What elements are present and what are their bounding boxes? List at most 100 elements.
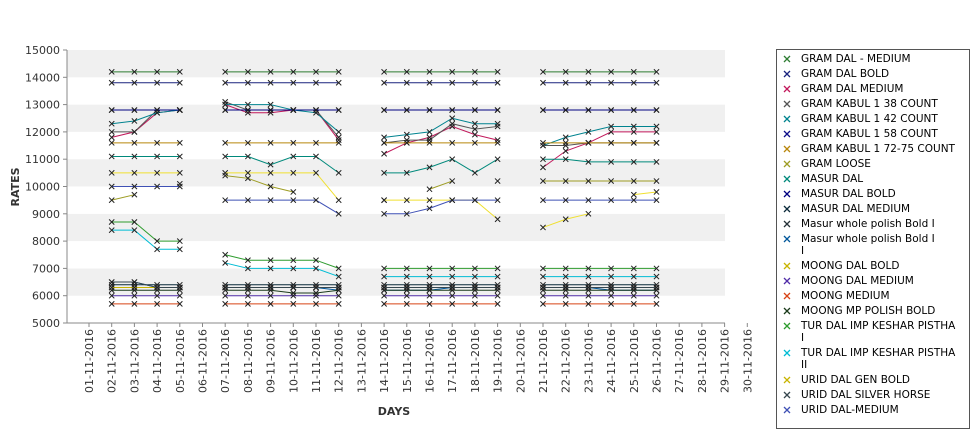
data-point xyxy=(335,287,342,294)
data-point xyxy=(494,292,501,299)
data-point xyxy=(244,175,251,182)
x-tick-label: 27-11-2016 xyxy=(673,329,686,393)
data-point xyxy=(630,178,637,184)
data-point xyxy=(630,300,637,307)
data-point xyxy=(471,284,478,291)
data-point xyxy=(449,273,456,280)
data-point xyxy=(267,79,274,86)
x-tick-label: 07-11-2016 xyxy=(219,329,232,393)
data-point xyxy=(131,153,138,160)
x-tick-label: 17-11-2016 xyxy=(446,329,459,393)
data-point xyxy=(653,107,660,114)
data-point xyxy=(426,265,433,272)
legend-marker xyxy=(783,307,791,315)
data-point xyxy=(630,191,637,198)
data-point xyxy=(313,197,319,204)
legend-item: Masur whole polish Bold I xyxy=(783,218,935,230)
y-tick-label: 13000 xyxy=(25,99,60,112)
legend-item: GRAM KABUL 1 42 COUNT xyxy=(783,113,938,125)
data-point xyxy=(267,281,274,288)
legend-item: MASUR DAL xyxy=(783,173,863,185)
data-point xyxy=(630,287,637,294)
legend-label: GRAM KABUL 1 72-75 COUNT xyxy=(801,143,956,155)
data-point xyxy=(108,300,115,307)
legend-label: TUR DAL IMP KESHAR PISTHA xyxy=(800,320,956,332)
data-point xyxy=(108,287,115,294)
data-point xyxy=(403,287,410,294)
data-point xyxy=(290,169,297,176)
data-point xyxy=(176,300,183,307)
series-line xyxy=(384,117,498,138)
data-point xyxy=(131,169,138,176)
legend-label: MASUR DAL MEDIUM xyxy=(801,203,910,215)
data-point xyxy=(562,287,569,294)
data-point xyxy=(630,197,637,204)
data-point xyxy=(267,197,274,204)
data-point xyxy=(313,68,319,75)
data-point xyxy=(176,153,183,160)
data-point xyxy=(313,169,319,176)
y-tick-label: 10000 xyxy=(25,181,60,194)
legend-marker xyxy=(783,115,791,123)
data-point xyxy=(222,292,229,299)
data-point xyxy=(108,139,115,146)
data-point xyxy=(653,287,660,294)
data-point xyxy=(290,107,297,114)
data-point xyxy=(108,281,115,288)
data-point xyxy=(335,210,342,217)
x-tick-label: 29-11-2016 xyxy=(719,329,732,393)
data-point xyxy=(540,79,546,86)
data-point xyxy=(244,300,251,307)
data-point xyxy=(267,292,274,299)
data-point xyxy=(540,273,546,280)
series-line xyxy=(542,125,657,147)
legend-item: GRAM KABUL 1 58 COUNT xyxy=(783,128,938,140)
data-point xyxy=(585,178,592,184)
series-line xyxy=(384,199,498,215)
data-point xyxy=(154,68,161,75)
data-point xyxy=(426,137,433,144)
data-point xyxy=(290,265,297,272)
data-point xyxy=(176,68,183,75)
data-point xyxy=(449,300,456,307)
data-point xyxy=(471,281,478,288)
data-point xyxy=(608,128,615,135)
data-point xyxy=(108,128,115,135)
data-point xyxy=(108,169,115,176)
data-point xyxy=(494,265,501,272)
data-point xyxy=(131,281,138,288)
series-21 xyxy=(108,183,660,217)
data-point xyxy=(154,287,161,294)
x-tick-label: 19-11-2016 xyxy=(492,329,505,393)
x-tick-label: 23-11-2016 xyxy=(582,329,595,393)
series-15 xyxy=(108,300,660,307)
y-tick-label: 12000 xyxy=(25,126,60,139)
legend-label: GRAM DAL MEDIUM xyxy=(801,83,903,95)
data-point xyxy=(244,284,251,291)
data-point xyxy=(471,131,478,138)
data-point xyxy=(381,287,388,294)
legend-item: GRAM KABUL 1 38 COUNT xyxy=(783,98,938,110)
data-point xyxy=(290,153,297,160)
grid-band xyxy=(67,77,725,105)
legend-marker xyxy=(783,175,791,183)
legend-item: URID DAL SILVER HORSE xyxy=(783,389,930,401)
data-point xyxy=(494,139,501,146)
data-point xyxy=(540,197,546,204)
data-point xyxy=(449,287,456,294)
data-point xyxy=(403,281,410,288)
data-point xyxy=(403,273,410,280)
data-point xyxy=(335,137,342,144)
data-point xyxy=(540,68,546,75)
data-point xyxy=(335,68,342,75)
data-point xyxy=(176,183,183,190)
data-point xyxy=(630,265,637,272)
data-point xyxy=(471,292,478,299)
x-tick-label: 04-11-2016 xyxy=(151,329,164,393)
legend-marker xyxy=(783,145,791,153)
y-tick-label: 11000 xyxy=(25,153,60,166)
data-point xyxy=(608,300,615,307)
data-point xyxy=(244,68,251,75)
legend-marker xyxy=(783,130,791,138)
data-point xyxy=(630,292,637,299)
